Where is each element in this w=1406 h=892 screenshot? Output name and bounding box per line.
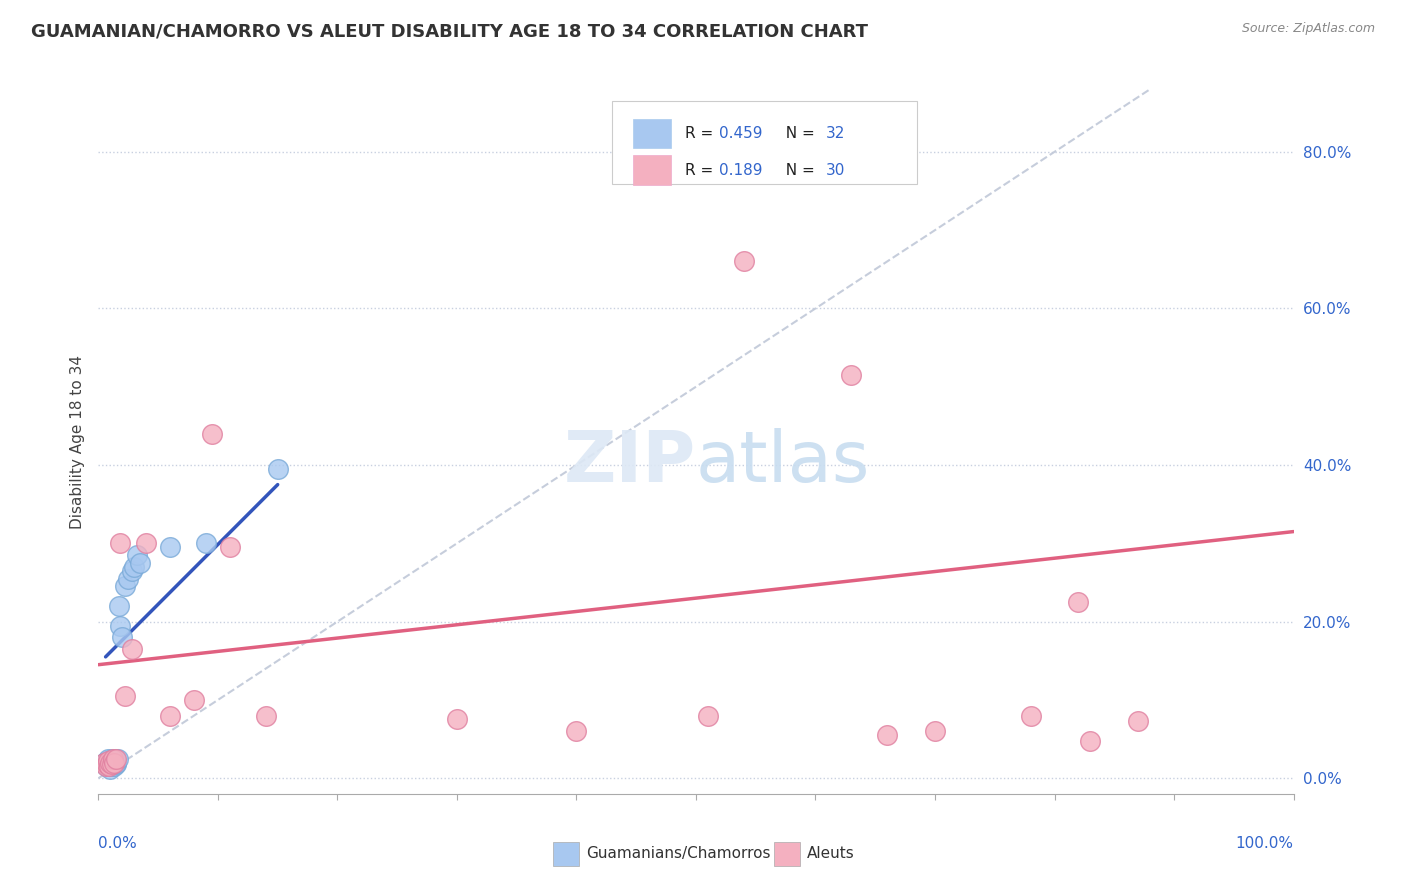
Point xyxy=(267,462,290,476)
Point xyxy=(697,708,720,723)
Text: R =: R = xyxy=(685,162,723,178)
Point xyxy=(96,757,118,772)
Point xyxy=(841,368,863,382)
Point xyxy=(98,762,122,776)
Point xyxy=(97,751,120,765)
Point xyxy=(195,536,218,550)
Bar xyxy=(633,155,671,185)
Point xyxy=(100,759,122,773)
Point xyxy=(114,689,136,703)
Text: N =: N = xyxy=(776,126,820,141)
Point xyxy=(101,754,124,768)
Text: GUAMANIAN/CHAMORRO VS ALEUT DISABILITY AGE 18 TO 34 CORRELATION CHART: GUAMANIAN/CHAMORRO VS ALEUT DISABILITY A… xyxy=(31,22,868,40)
Point xyxy=(101,751,124,765)
Point xyxy=(121,564,143,578)
Point xyxy=(104,751,127,765)
Point xyxy=(219,541,242,555)
Point xyxy=(124,559,146,574)
Point xyxy=(93,756,115,770)
Point xyxy=(159,708,181,723)
Point xyxy=(924,724,946,739)
Point xyxy=(183,693,205,707)
Text: 0.189: 0.189 xyxy=(718,162,762,178)
Point xyxy=(94,759,117,773)
Point xyxy=(98,759,121,773)
Point xyxy=(100,751,122,765)
Point xyxy=(103,756,125,770)
Point xyxy=(100,757,122,772)
Text: Aleuts: Aleuts xyxy=(807,847,855,862)
Point xyxy=(733,254,755,268)
Point xyxy=(107,599,129,613)
Point xyxy=(1080,733,1102,747)
Point xyxy=(111,630,134,644)
Point xyxy=(446,713,468,727)
Bar xyxy=(633,119,671,148)
Point xyxy=(97,756,120,770)
Bar xyxy=(773,842,800,866)
Point xyxy=(103,759,125,773)
Point xyxy=(107,751,129,765)
Point xyxy=(105,756,128,770)
Text: 32: 32 xyxy=(827,126,845,141)
FancyBboxPatch shape xyxy=(613,101,917,185)
Text: 0.0%: 0.0% xyxy=(98,836,138,851)
Point xyxy=(108,536,131,550)
Point xyxy=(254,708,277,723)
Text: 0.459: 0.459 xyxy=(718,126,762,141)
Point xyxy=(201,426,224,441)
Text: 30: 30 xyxy=(827,162,845,178)
Point xyxy=(1067,595,1090,609)
Bar xyxy=(553,842,579,866)
Point xyxy=(103,756,125,770)
Point xyxy=(98,756,122,770)
Point xyxy=(1128,714,1150,728)
Point xyxy=(101,757,124,772)
Y-axis label: Disability Age 18 to 34: Disability Age 18 to 34 xyxy=(69,354,84,529)
Point xyxy=(565,724,588,739)
Point xyxy=(94,759,117,773)
Point xyxy=(98,757,121,772)
Point xyxy=(93,756,115,770)
Text: R =: R = xyxy=(685,126,718,141)
Point xyxy=(129,556,152,570)
Text: atlas: atlas xyxy=(696,428,870,497)
Point xyxy=(114,579,136,593)
Point xyxy=(105,751,128,765)
Text: 100.0%: 100.0% xyxy=(1236,836,1294,851)
Point xyxy=(108,618,131,632)
Point xyxy=(159,541,181,555)
Point xyxy=(135,536,157,550)
Point xyxy=(97,754,120,768)
Point xyxy=(121,642,143,657)
Point xyxy=(98,756,122,770)
Text: Source: ZipAtlas.com: Source: ZipAtlas.com xyxy=(1241,22,1375,36)
Point xyxy=(105,757,128,772)
Point xyxy=(98,759,121,773)
Point xyxy=(117,572,139,586)
Text: ZIP: ZIP xyxy=(564,428,696,497)
Point xyxy=(96,757,118,772)
Point xyxy=(1019,708,1042,723)
Text: Guamanians/Chamorros: Guamanians/Chamorros xyxy=(586,847,770,862)
Point xyxy=(125,548,148,562)
Point xyxy=(96,754,118,768)
Point xyxy=(876,728,898,742)
Text: N =: N = xyxy=(776,162,820,178)
